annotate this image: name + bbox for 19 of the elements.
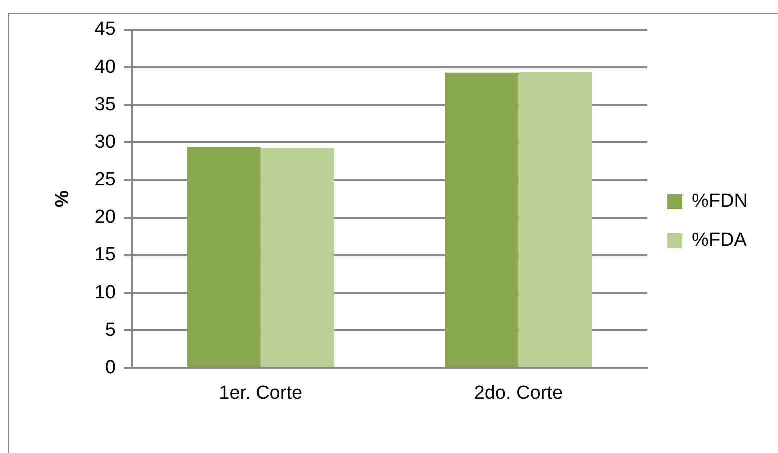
y-axis-title: % (52, 190, 74, 208)
bar (260, 148, 334, 368)
bar (445, 72, 519, 368)
legend-label: %FDN (692, 191, 748, 212)
legend-label: %FDA (692, 230, 748, 252)
x-tick-label: 2do. Corte (474, 382, 564, 404)
y-tick-label: 45 (94, 19, 116, 40)
x-tick-label: 1er. Corte (219, 382, 303, 404)
y-tick-label: 15 (94, 244, 116, 266)
y-tick-label: 40 (94, 56, 116, 78)
bar (518, 72, 592, 368)
y-tick-label: 10 (94, 282, 116, 304)
y-tick-label: 30 (94, 132, 116, 153)
y-tick-label: 20 (94, 207, 116, 228)
y-tick-label: 0 (105, 357, 116, 378)
y-tick-label: 5 (105, 320, 116, 341)
bar (187, 147, 261, 368)
y-tick-label: 35 (94, 94, 116, 116)
y-tick-label: 25 (94, 170, 116, 191)
